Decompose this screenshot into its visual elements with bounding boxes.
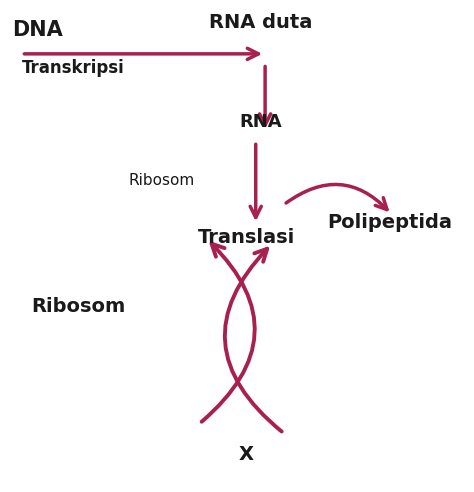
Text: Polipeptida: Polipeptida — [328, 213, 453, 232]
Text: Transkripsi: Transkripsi — [21, 60, 124, 77]
Text: Ribosom: Ribosom — [128, 173, 195, 188]
Text: Translasi: Translasi — [198, 228, 295, 247]
Text: RNA: RNA — [239, 113, 282, 131]
Text: Ribosom: Ribosom — [31, 297, 125, 316]
Text: RNA duta: RNA duta — [209, 13, 312, 32]
Text: DNA: DNA — [12, 20, 63, 39]
Text: X: X — [239, 445, 254, 463]
